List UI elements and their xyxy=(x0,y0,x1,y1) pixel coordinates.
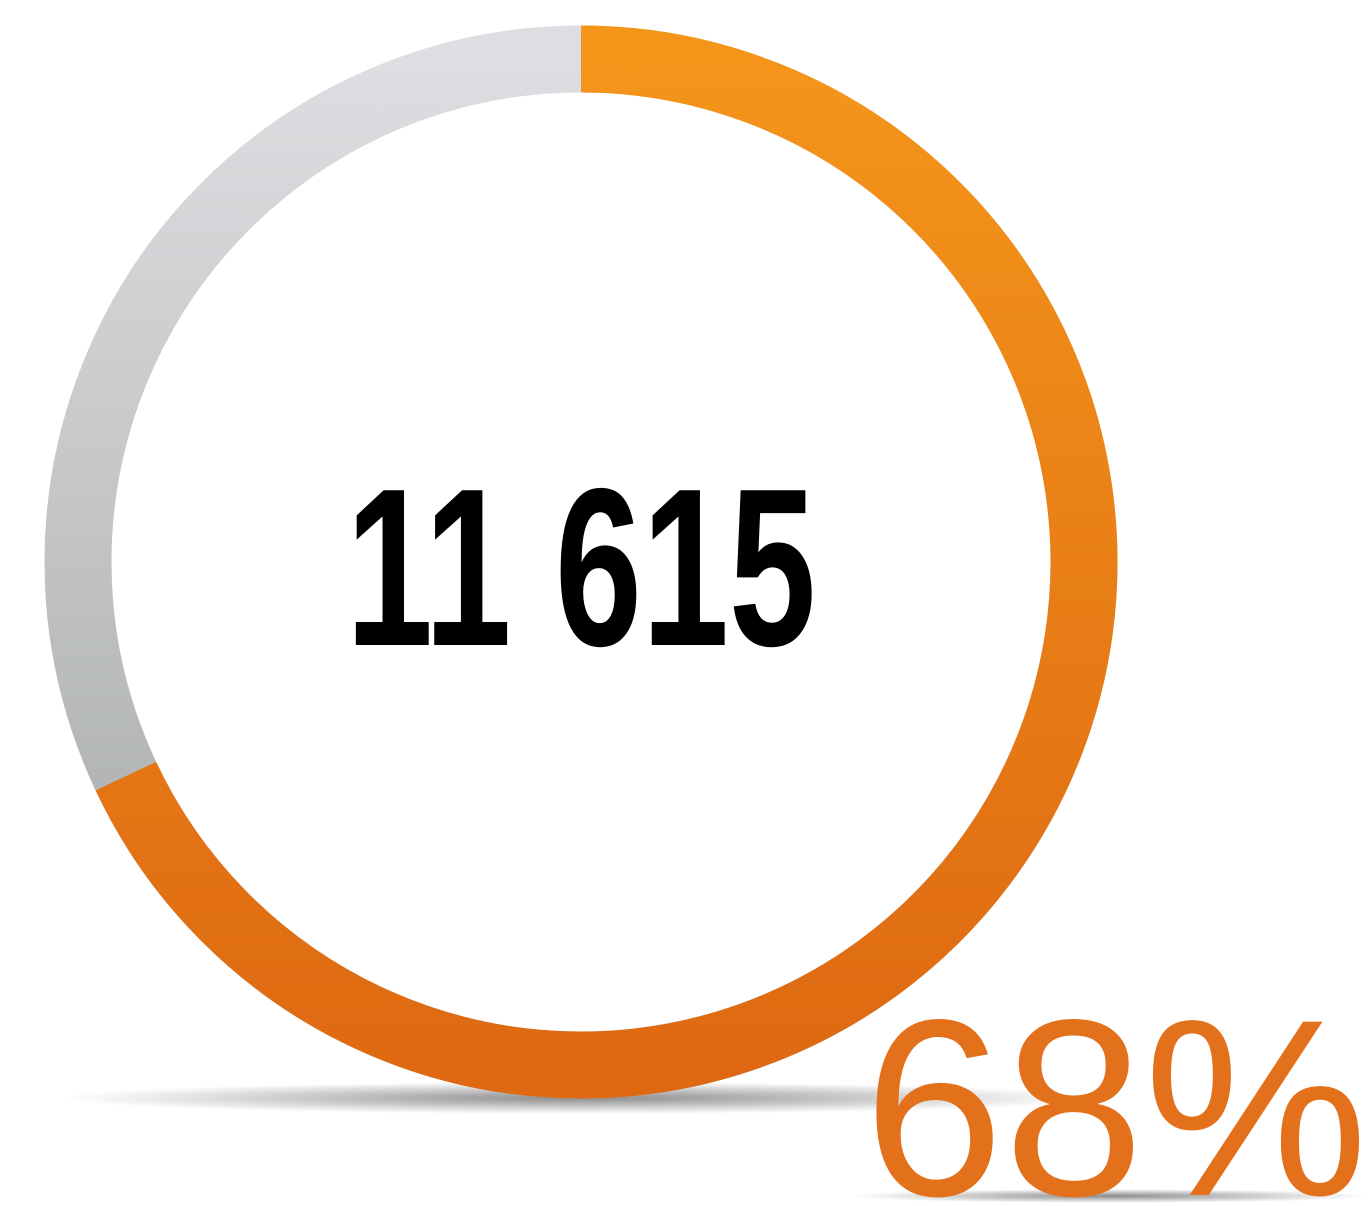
center-text: 11 615 xyxy=(346,441,816,693)
label-shadow xyxy=(850,1189,1370,1203)
value-label: 68% xyxy=(864,968,1368,1206)
gauge-arc xyxy=(95,25,1118,1099)
